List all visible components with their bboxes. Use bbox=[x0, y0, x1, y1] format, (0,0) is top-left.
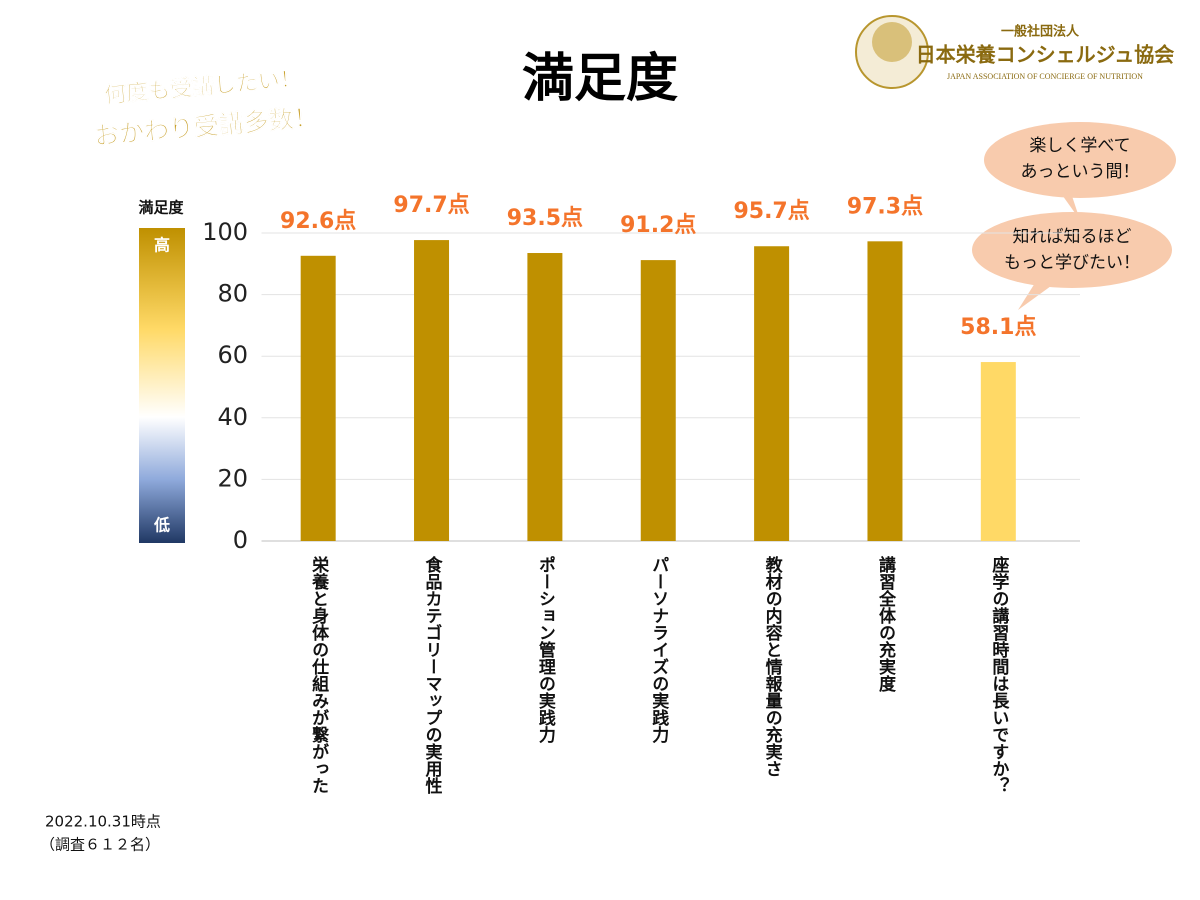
note: 2022.10.31時点 bbox=[45, 813, 161, 831]
headline-line: おかわり受講多数！ bbox=[93, 102, 320, 151]
value-label: 97.3点 bbox=[847, 193, 923, 219]
x-tick-label: パーソナライズの実践力 bbox=[648, 556, 669, 744]
x-tick-label: 栄養と身体の仕組みが繋がった bbox=[308, 555, 330, 794]
bar bbox=[527, 253, 563, 541]
y-tick-label: 40 bbox=[217, 403, 248, 431]
callout-text: 知れば知るほど bbox=[1013, 227, 1132, 247]
value-label: 92.6点 bbox=[280, 208, 356, 234]
x-tick-label: 座学の講習時間は長いですか？ bbox=[988, 555, 1009, 794]
colorbar-gradient bbox=[139, 228, 185, 543]
logo-tree bbox=[872, 22, 912, 62]
x-tick-label: 教材の内容と情報量の充実さ bbox=[762, 555, 784, 777]
colorbar-title: 満足度 bbox=[138, 199, 184, 217]
chart-title: 満足度 bbox=[522, 49, 678, 109]
value-label: 97.7点 bbox=[393, 192, 469, 218]
y-tick-label: 60 bbox=[217, 341, 248, 369]
bar bbox=[867, 241, 903, 542]
colorbar-low: 低 bbox=[153, 516, 170, 535]
x-tick-label: ポーション管理の実践力 bbox=[535, 555, 556, 744]
y-tick-label: 20 bbox=[217, 464, 248, 492]
bar bbox=[980, 362, 1016, 541]
value-label: 58.1点 bbox=[960, 314, 1036, 340]
logo: 一般社団法人 日本栄養コンシェルジュ協会 JAPAN ASSOCIATION O… bbox=[855, 15, 1175, 89]
value-label: 91.2点 bbox=[620, 212, 696, 238]
headline: 何度も受講したい！ おかわり受講多数！ bbox=[93, 65, 320, 151]
x-tick-label: 食品カテゴリーマップの実用性 bbox=[422, 555, 443, 795]
callout-bubble bbox=[984, 122, 1176, 198]
y-tick-label: 80 bbox=[217, 280, 248, 308]
bar bbox=[640, 260, 676, 541]
logo-english: JAPAN ASSOCIATION OF CONCIERGE OF NUTRIT… bbox=[947, 72, 1143, 81]
headline-line: 何度も受講したい！ bbox=[103, 66, 303, 109]
callouts: 楽しく学べて あっという間！ 知れば知るほど もっと学びたい！ bbox=[972, 122, 1176, 310]
colorbar-high: 高 bbox=[154, 236, 170, 255]
logo-name: 日本栄養コンシェルジュ協会 bbox=[916, 43, 1175, 67]
y-tick-label: 0 bbox=[233, 526, 248, 554]
bar bbox=[300, 255, 336, 542]
y-tick-label: 100 bbox=[202, 218, 248, 246]
colorbar: 満足度 高 低 bbox=[138, 199, 185, 543]
bar bbox=[414, 240, 450, 542]
callout-text: 楽しく学べて bbox=[1029, 136, 1130, 156]
callout-bubble bbox=[972, 212, 1172, 288]
value-label: 93.5点 bbox=[507, 205, 583, 231]
callout-text: もっと学びたい！ bbox=[1004, 253, 1140, 273]
bar bbox=[754, 246, 790, 541]
note: （調査６１２名） bbox=[40, 836, 160, 854]
logo-org-type: 一般社団法人 bbox=[1001, 24, 1080, 40]
value-label: 95.7点 bbox=[733, 198, 809, 224]
x-tick-label: 講習全体の充実度 bbox=[875, 555, 897, 693]
callout-text: あっという間！ bbox=[1021, 162, 1140, 182]
